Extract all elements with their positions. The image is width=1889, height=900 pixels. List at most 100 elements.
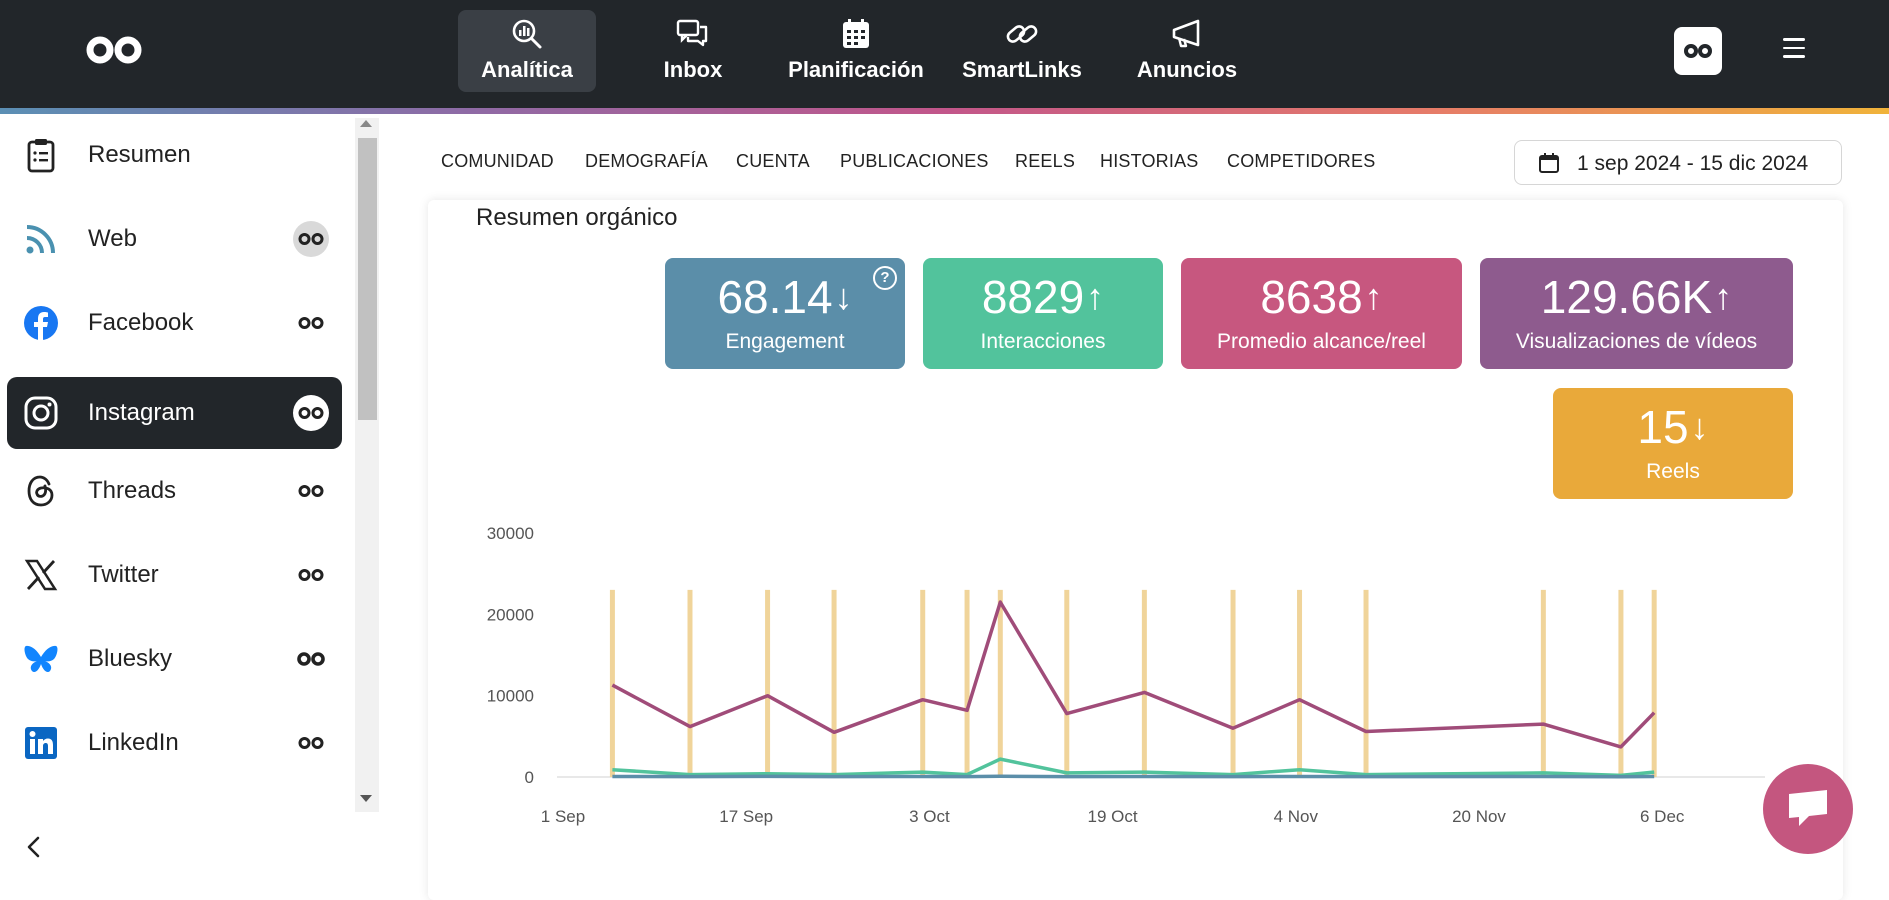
- clipboard-icon: [23, 137, 59, 173]
- collapse-sidebar-chevron-icon[interactable]: [22, 834, 46, 860]
- trend-down-icon: ↓: [835, 276, 853, 317]
- metric-video-views: 129.66K↑ Visualizaciones de vídeos: [1480, 258, 1793, 369]
- metric-avg-reach-reel: 8638↑ Promedio alcance/reel: [1181, 258, 1462, 369]
- sidebar-item-bluesky[interactable]: Bluesky: [7, 623, 342, 695]
- metric-reels: 15↓ Reels: [1553, 388, 1793, 499]
- metric-label: Interacciones: [923, 330, 1163, 354]
- calendar-icon: [839, 17, 873, 51]
- sidebar-item-web[interactable]: Web: [7, 203, 342, 275]
- nav-label: Analítica: [458, 57, 596, 83]
- metric-value: 129.66K↑: [1480, 272, 1793, 322]
- tab-comunidad[interactable]: COMUNIDAD: [441, 151, 554, 172]
- sidebar-item-label: Web: [88, 225, 137, 253]
- metric-value: 68.14↓: [665, 272, 905, 322]
- sidebar-item-label: Instagram: [88, 399, 195, 427]
- sidebar-item-label: Facebook: [88, 309, 193, 337]
- connect-badge-icon[interactable]: [293, 395, 329, 431]
- nav-label: Planificación: [787, 57, 925, 83]
- inbox-icon: [676, 17, 710, 51]
- metric-interactions: 8829↑ Interacciones: [923, 258, 1163, 369]
- nav-planning[interactable]: Planificación: [787, 10, 925, 92]
- nav-label: Inbox: [624, 57, 762, 83]
- trend-down-icon: ↓: [1691, 406, 1709, 447]
- organic-summary-chart: 30000 20000 10000 0 1 Sep 17 Sep 3 Oct 19 Oct 4 …: [440, 515, 1780, 835]
- y-tick-label: 20000: [487, 605, 534, 624]
- nav-ads[interactable]: Anuncios: [1118, 10, 1256, 92]
- chat-bubble-icon: [1785, 788, 1831, 830]
- tab-publicaciones[interactable]: PUBLICACIONES: [840, 151, 989, 172]
- sidebar-item-facebook[interactable]: Facebook: [7, 287, 342, 359]
- chat-support-button[interactable]: [1763, 764, 1853, 854]
- sidebar-item-label: Threads: [88, 477, 176, 505]
- nav-label: SmartLinks: [953, 57, 1091, 83]
- top-navbar: [0, 0, 1889, 108]
- link-icon: [1005, 17, 1039, 51]
- menu-hamburger-icon[interactable]: [1783, 38, 1807, 62]
- card-title: Resumen orgánico: [476, 204, 677, 232]
- x-tick-label: 1 Sep: [541, 807, 585, 826]
- connect-badge-icon[interactable]: [293, 473, 329, 509]
- nav-label: Anuncios: [1118, 57, 1256, 83]
- connect-badge-icon[interactable]: [293, 641, 329, 677]
- brand-profile-button[interactable]: [1674, 27, 1722, 75]
- tab-cuenta[interactable]: CUENTA: [736, 151, 810, 172]
- tab-historias[interactable]: HISTORIAS: [1100, 151, 1199, 172]
- tab-reels[interactable]: REELS: [1015, 151, 1075, 172]
- sidebar-item-resumen[interactable]: Resumen: [7, 119, 342, 191]
- metric-label: Reels: [1553, 460, 1793, 484]
- sidebar-item-label: Resumen: [88, 141, 191, 169]
- megaphone-icon: [1170, 17, 1204, 51]
- sidebar: Resumen Web Facebook Instagram: [0, 114, 355, 880]
- x-icon: [23, 557, 59, 593]
- metric-label: Promedio alcance/reel: [1181, 330, 1462, 354]
- sidebar-scrollbar-thumb[interactable]: [358, 138, 377, 420]
- x-tick-label: 6 Dec: [1640, 807, 1685, 826]
- y-tick-label: 30000: [487, 524, 534, 543]
- sidebar-item-linkedin[interactable]: LinkedIn: [7, 707, 342, 779]
- scroll-down-arrow-icon[interactable]: [360, 795, 372, 802]
- bluesky-icon: [23, 641, 59, 677]
- connect-badge-icon[interactable]: [293, 557, 329, 593]
- nav-smartlinks[interactable]: SmartLinks: [953, 10, 1091, 92]
- sidebar-item-label: Bluesky: [88, 645, 172, 673]
- instagram-icon: [23, 395, 59, 431]
- metric-value: 8638↑: [1181, 272, 1462, 322]
- trend-up-icon: ↑: [1714, 276, 1732, 317]
- metric-label: Visualizaciones de vídeos: [1480, 330, 1793, 354]
- connect-badge-icon[interactable]: [293, 725, 329, 761]
- threads-icon: [23, 473, 59, 509]
- x-tick-label: 3 Oct: [909, 807, 950, 826]
- metric-engagement: ? 68.14↓ Engagement: [665, 258, 905, 369]
- sidebar-item-label: LinkedIn: [88, 729, 179, 757]
- connect-badge-icon[interactable]: [293, 221, 329, 257]
- scroll-up-arrow-icon[interactable]: [360, 120, 372, 127]
- tab-competidores[interactable]: COMPETIDORES: [1227, 151, 1375, 172]
- brand-logo-icon: [1684, 42, 1712, 60]
- nav-analytics[interactable]: Analítica: [458, 10, 596, 92]
- metric-label: Engagement: [665, 330, 905, 354]
- facebook-icon: [23, 305, 59, 341]
- trend-up-icon: ↑: [1365, 276, 1383, 317]
- sidebar-item-instagram[interactable]: Instagram: [7, 377, 342, 449]
- connect-badge-icon[interactable]: [293, 305, 329, 341]
- y-tick-label: 0: [525, 768, 534, 787]
- nav-inbox[interactable]: Inbox: [624, 10, 762, 92]
- y-tick-label: 10000: [487, 687, 534, 706]
- date-range-picker[interactable]: 1 sep 2024 - 15 dic 2024: [1514, 140, 1842, 185]
- sidebar-item-twitter[interactable]: Twitter: [7, 539, 342, 611]
- sidebar-item-threads[interactable]: Threads: [7, 455, 342, 527]
- metric-value: 15↓: [1553, 402, 1793, 452]
- metricool-logo-icon[interactable]: [86, 34, 142, 66]
- calendar-icon: [1537, 151, 1561, 175]
- linkedin-icon: [23, 725, 59, 761]
- x-tick-label: 4 Nov: [1274, 807, 1319, 826]
- x-tick-label: 17 Sep: [719, 807, 773, 826]
- rss-icon: [23, 221, 59, 257]
- x-tick-label: 19 Oct: [1088, 807, 1138, 826]
- x-tick-label: 20 Nov: [1452, 807, 1506, 826]
- tab-demografia[interactable]: DEMOGRAFÍA: [585, 151, 708, 172]
- sidebar-item-label: Twitter: [88, 561, 159, 589]
- metric-value: 8829↑: [923, 272, 1163, 322]
- date-range-text: 1 sep 2024 - 15 dic 2024: [1577, 152, 1808, 176]
- analytics-icon: [510, 17, 544, 51]
